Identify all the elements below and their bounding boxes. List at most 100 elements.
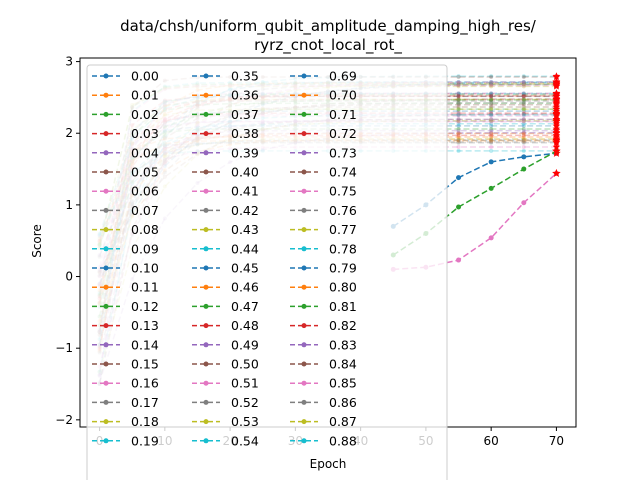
legend-label: 0.37 [231,107,259,122]
series-point [456,102,461,107]
series-point [521,99,526,104]
series-point [456,111,461,116]
series-point [489,82,494,87]
highlight-series-point [456,204,462,210]
series-point [489,80,494,85]
series-point [521,82,526,87]
series-point [489,94,494,99]
legend-label: 0.13 [131,318,159,333]
series-point [489,94,494,99]
series-point [521,96,526,101]
series-point [521,91,526,96]
series-point [521,112,526,117]
series-point [521,82,526,87]
highlight-series-point [488,159,494,165]
legend-marker [103,399,109,405]
series-point [489,138,494,143]
legend-marker [301,380,307,386]
legend-marker [203,438,209,444]
legend-label: 0.44 [231,241,259,256]
legend-marker [301,188,307,194]
legend-label: 0.04 [131,145,159,160]
legend-marker [103,361,109,367]
legend-label: 0.16 [131,376,159,391]
series-point [489,109,494,114]
legend-label: 0.78 [329,241,357,256]
legend-marker [301,207,307,213]
series-point [521,111,526,116]
series-point [456,84,461,89]
legend-marker [103,207,109,213]
final-star-marker [552,98,561,106]
legend-marker [203,111,209,117]
legend-label: 0.41 [231,184,259,199]
highlight-series-point [456,175,462,181]
series-point [521,80,526,85]
legend-label: 0.74 [329,165,357,180]
legend-marker [301,438,307,444]
legend-marker [301,169,307,175]
legend-label: 0.52 [231,395,259,410]
legend-label: 0.80 [329,280,357,295]
series-point [456,117,461,122]
legend-label: 0.86 [329,395,357,410]
legend-marker [301,284,307,290]
legend-marker [203,419,209,425]
series-point [456,80,461,85]
legend-marker [301,265,307,271]
series-point [521,145,526,150]
series-point [489,112,494,117]
series-point [521,126,526,131]
series-point [489,117,494,122]
legend-label: 0.01 [131,88,159,103]
series-point [456,97,461,102]
legend-marker [203,323,209,329]
series-point [521,109,526,114]
legend: 0.00 0.01 0.02 0.03 0.04 0.05 0.06 0.07 0.08 0.09… [86,64,448,480]
series-point [489,111,494,116]
series-point [489,83,494,88]
legend-label: 0.53 [231,414,259,429]
series-point [521,138,526,143]
highlight-series-point [456,257,462,263]
series-point [489,131,494,136]
series-point [489,145,494,150]
legend-label: 0.09 [131,241,159,256]
series-point [489,107,494,112]
series-point [456,82,461,87]
series-point [489,118,494,123]
series-point [521,80,526,85]
series-point [489,123,494,128]
legend-label: 0.39 [231,145,259,160]
series-point [521,136,526,141]
series-point [489,80,494,85]
legend-marker [103,284,109,290]
series-point [456,112,461,117]
legend-marker [203,169,209,175]
series-point [521,138,526,143]
legend-box [86,64,448,480]
final-star-marker [552,105,561,113]
series-point [489,133,494,138]
series-point [521,91,526,96]
series-point [456,131,461,136]
legend-label: 0.45 [231,261,259,276]
legend-label: 0.02 [131,107,159,122]
series-point [456,119,461,124]
series-point [521,92,526,97]
series-point [489,119,494,124]
series-point [521,131,526,136]
series-point [489,128,494,133]
series-point [489,82,494,87]
series-point [489,92,494,97]
legend-marker [301,92,307,98]
series-point [521,140,526,145]
series-point [456,92,461,97]
series-point [489,94,494,99]
series-point [489,104,494,109]
series-point [456,133,461,138]
legend-label: 0.88 [329,433,357,448]
series-point [456,91,461,96]
series-point [456,91,461,96]
